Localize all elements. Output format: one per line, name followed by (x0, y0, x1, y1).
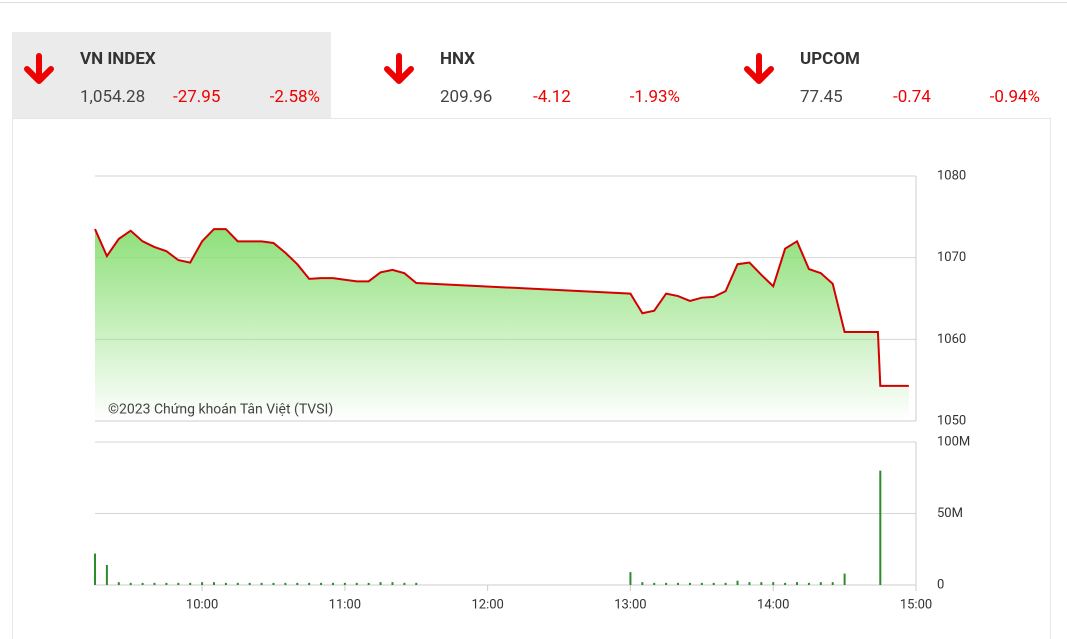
volume-bar (308, 582, 311, 585)
y-tick-label: 100M (937, 434, 970, 449)
index-percent: -2.58% (269, 87, 320, 107)
y-tick-label: 1070 (937, 250, 966, 265)
watermark: ©2023 Chứng khoán Tân Việt (TVSI) (108, 402, 333, 418)
divider (0, 2, 1067, 3)
area-fill (95, 229, 909, 421)
volume-bar (415, 582, 418, 585)
index-change: -27.95 (173, 87, 221, 107)
volume-bar (403, 582, 406, 585)
index-name: HNX (440, 49, 475, 69)
volume-bar (272, 582, 275, 585)
volume-bar (367, 582, 370, 585)
x-tick-label: 12:00 (471, 597, 503, 612)
y-tick-label: 0 (937, 577, 944, 592)
volume-bar (201, 582, 204, 585)
volume-bar (879, 470, 882, 585)
volume-bar (677, 582, 680, 585)
index-tile[interactable]: UPCOM 77.45 -0.74 -0.94% (732, 32, 1051, 118)
volume-bar (94, 553, 96, 585)
volume-bar (189, 582, 192, 585)
volume-bar (379, 582, 382, 585)
volume-bar (141, 582, 144, 585)
volume-bar (760, 582, 763, 585)
index-tile[interactable]: HNX 209.96 -4.12 -1.93% (372, 32, 691, 118)
index-percent: -0.94% (989, 87, 1040, 107)
volume-bar (807, 582, 810, 585)
index-tile[interactable]: VN INDEX 1,054.28 -27.95 -2.58% (12, 32, 331, 118)
volume-bar (724, 582, 727, 585)
volume-bar (391, 582, 394, 585)
volume-bar (629, 572, 632, 585)
price-line (94, 228, 909, 387)
volume-bar (736, 580, 739, 585)
volume-bar (331, 582, 334, 585)
index-value: 1,054.28 (80, 87, 146, 107)
x-tick-label: 15:00 (900, 597, 932, 612)
chart: 1050 1060 1070 1080 ©2023 Chứng khoán Tân Vi… (94, 168, 970, 612)
volume-bar (831, 582, 834, 585)
index-value: 77.45 (800, 87, 843, 107)
volume-bar (224, 582, 227, 585)
y-tick-label: 1060 (937, 332, 966, 347)
index-change: -0.74 (893, 87, 931, 107)
y-tick-label: 1080 (937, 168, 966, 183)
volume-bar (248, 582, 251, 585)
volume-bar (688, 582, 691, 585)
volume-bar (296, 582, 299, 585)
volume-bar (105, 564, 108, 585)
down-arrow (384, 53, 414, 84)
volume-bar (153, 582, 156, 585)
volume-bar (129, 582, 132, 585)
y-tick-label: 1050 (937, 413, 966, 428)
volume-bar (700, 582, 703, 585)
volume-bar (772, 582, 775, 585)
volume-bar (236, 582, 239, 585)
index-value: 209.96 (440, 87, 493, 107)
y-tick-label: 50M (937, 506, 963, 521)
volume-bar (784, 582, 787, 585)
index-change: -4.12 (533, 87, 571, 107)
x-tick-label: 10:00 (186, 597, 218, 612)
x-tick-label: 13:00 (614, 597, 646, 612)
volume-bar (748, 582, 751, 585)
volume-bar (343, 582, 346, 585)
index-name: VN INDEX (80, 49, 156, 69)
volume-bar (712, 582, 715, 585)
chart-panel: 1050 1060 1070 1080 ©2023 Chứng khoán Tân Vi… (12, 118, 1051, 639)
volume-bar (653, 582, 656, 585)
volume-bar (284, 582, 287, 585)
volume-bar (641, 582, 644, 585)
volume-bar (260, 582, 263, 585)
down-arrow (744, 53, 774, 84)
volume-bar (355, 582, 358, 585)
index-name: UPCOM (800, 49, 860, 69)
x-tick-label: 11:00 (329, 597, 361, 612)
volume-bar (843, 573, 846, 585)
down-arrow (24, 53, 54, 84)
volume-bar (165, 582, 168, 585)
volume-bar (320, 582, 323, 585)
volume-bar (117, 582, 120, 585)
volume-bar (796, 582, 799, 585)
index-percent: -1.93% (629, 87, 680, 107)
volume-bar (819, 582, 822, 585)
x-tick-label: 14:00 (757, 597, 789, 612)
volume-bar (212, 582, 215, 585)
volume-bar (177, 582, 180, 585)
volume-bar (665, 582, 668, 585)
